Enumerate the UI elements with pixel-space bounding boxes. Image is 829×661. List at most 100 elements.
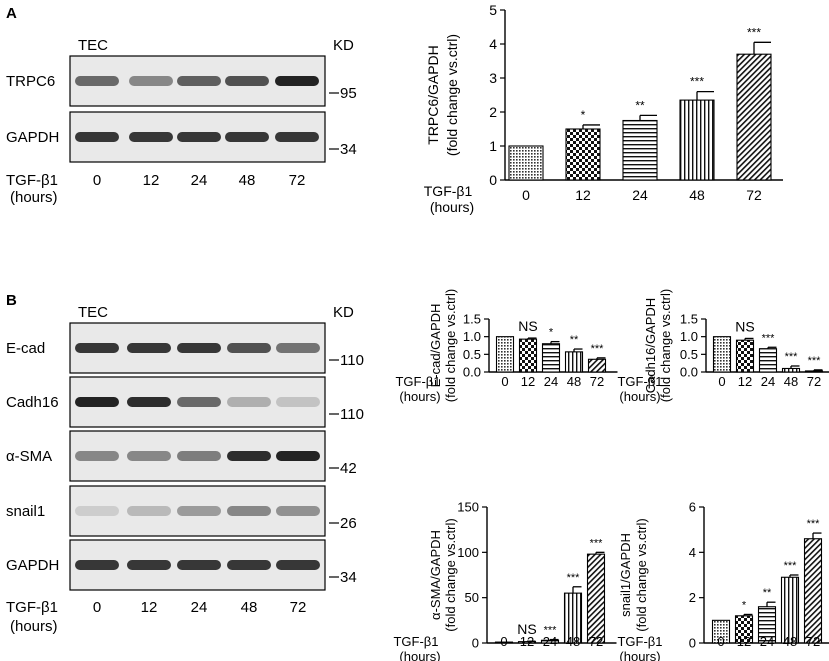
blot-band — [75, 451, 119, 461]
blot-band — [127, 506, 171, 516]
blot-panel-a: TEC KD TRPC6 95 GAPDH 34 TGF-β1(hours) 0 12 24 48 7… — [6, 37, 357, 206]
x-tick-label: 24 — [632, 187, 648, 203]
blot-band — [177, 397, 221, 407]
y-tick-label: 1.5 — [680, 312, 698, 327]
blot-protein-label: Cadh16 — [6, 394, 59, 411]
blot-band — [177, 132, 221, 142]
bar — [565, 128, 601, 181]
bar — [564, 351, 584, 373]
significance-label: *** — [690, 75, 704, 89]
significance-label: * — [581, 108, 586, 122]
x-tick-label: 0 — [522, 187, 530, 203]
y-tick-label: 5 — [489, 2, 497, 18]
blot-band — [227, 343, 271, 353]
blot-band — [127, 451, 171, 461]
y-axis-label: TRPC6/GAPDH — [425, 45, 441, 145]
y-axis-label: α-SMA/GAPDH — [428, 530, 443, 620]
blot-band — [127, 343, 171, 353]
x-tick-label: 0 — [717, 634, 724, 649]
y-axis-label-units: (fold change vs.ctrl) — [443, 289, 458, 402]
bar — [781, 367, 801, 373]
blot-band — [127, 560, 171, 570]
significance-label: *** — [747, 25, 761, 39]
significance-label: NS — [518, 318, 537, 334]
blot-lane-label: 0 — [93, 172, 101, 189]
blot-band — [227, 397, 271, 407]
x-tick-label: 12 — [738, 374, 752, 389]
blot-protein-label: GAPDH — [6, 129, 59, 146]
blot-row: GAPDH 34 — [6, 111, 357, 163]
blot-lane-label: 0 — [93, 599, 101, 616]
bar — [679, 99, 715, 181]
bar — [735, 339, 755, 373]
treatment-label: TGF-β1 — [393, 634, 438, 649]
x-tick-label: 24 — [760, 634, 774, 649]
blot-row: TRPC6 95 — [6, 55, 357, 107]
x-tick-label: 48 — [567, 374, 581, 389]
y-axis-label: Cadh16/GAPDH — [643, 298, 658, 393]
y-tick-label: 0 — [472, 636, 479, 651]
significance-label: * — [549, 327, 554, 339]
blot-treatment-label: TGF-β1 — [6, 172, 58, 189]
treatment-label: TGF-β1 — [424, 183, 473, 199]
y-tick-label: 0 — [489, 172, 497, 188]
y-axis-label-units: (fold change vs.ctrl) — [658, 289, 673, 402]
y-tick-label: 2 — [489, 104, 497, 120]
blot-lane-label: 48 — [239, 172, 256, 189]
x-tick-label: 0 — [718, 374, 725, 389]
blot-band — [275, 76, 319, 86]
blot-band — [75, 397, 119, 407]
blot-band — [75, 132, 119, 142]
y-tick-label: 0.0 — [680, 365, 698, 380]
significance-label: ** — [763, 587, 772, 599]
blot-protein-label: α-SMA — [6, 448, 52, 465]
x-tick-label: 24 — [544, 374, 558, 389]
x-tick-label: 12 — [520, 634, 534, 649]
y-tick-label: 0 — [689, 636, 696, 651]
blot-kd-label: KD — [333, 304, 354, 321]
y-tick-label: 1.0 — [463, 329, 481, 344]
bar — [736, 53, 772, 181]
y-tick-label: 4 — [489, 36, 497, 52]
significance-label: * — [742, 599, 747, 611]
x-tick-label: 24 — [761, 374, 775, 389]
y-tick-label: 3 — [489, 70, 497, 86]
marker-size-label: 34 — [340, 141, 357, 158]
bar — [518, 338, 538, 373]
significance-label: *** — [784, 560, 798, 572]
significance-label: *** — [808, 355, 822, 367]
blot-band — [75, 343, 119, 353]
y-axis-label-units: (fold change vs.ctrl) — [444, 34, 460, 156]
x-tick-label: 72 — [807, 374, 821, 389]
blot-lane-label: 12 — [143, 172, 160, 189]
x-tick-label: 72 — [806, 634, 820, 649]
x-tick-label: 48 — [784, 374, 798, 389]
bar — [711, 619, 731, 644]
time-label: (hours) — [430, 199, 474, 215]
blot-band — [276, 397, 320, 407]
blot-band — [276, 506, 320, 516]
significance-label: ** — [635, 98, 645, 112]
y-tick-label: 100 — [457, 545, 479, 560]
blot-band — [276, 451, 320, 461]
blot-band — [129, 76, 173, 86]
bar — [804, 370, 824, 373]
blot-band — [177, 560, 221, 570]
blot-lane-label: 24 — [191, 172, 208, 189]
blot-band — [75, 76, 119, 86]
y-tick-label: 0.5 — [680, 347, 698, 362]
marker-size-label: 110 — [340, 352, 364, 369]
blot-time-label: (hours) — [10, 618, 58, 635]
bar — [587, 358, 607, 373]
bar — [508, 145, 544, 181]
blot-row: E-cad 110 — [6, 322, 364, 374]
significance-label: *** — [807, 518, 821, 530]
x-tick-label: 48 — [689, 187, 705, 203]
blot-kd-label: KD — [333, 37, 354, 54]
significance-label: *** — [567, 572, 581, 584]
bar — [494, 641, 514, 644]
y-tick-label: 50 — [465, 590, 479, 605]
x-tick-label: 48 — [783, 634, 797, 649]
